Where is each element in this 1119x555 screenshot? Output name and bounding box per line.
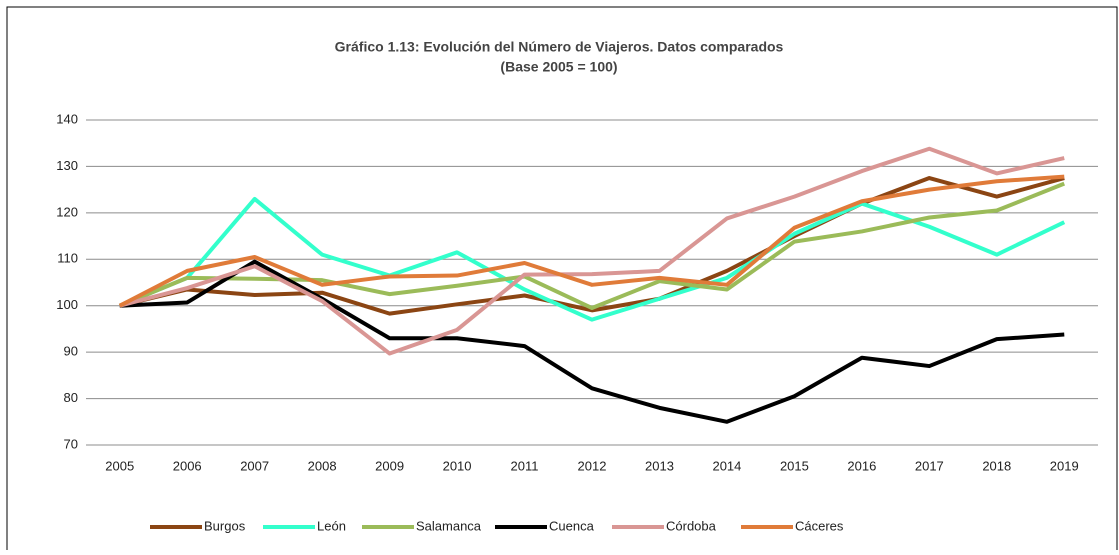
x-tick-label: 2010 <box>443 458 472 473</box>
legend-label: Cuenca <box>549 518 595 533</box>
y-tick-label: 100 <box>56 297 78 312</box>
x-tick-label: 2011 <box>511 458 539 473</box>
x-tick-label: 2006 <box>173 458 202 473</box>
y-tick-label: 130 <box>56 158 78 173</box>
y-tick-label: 80 <box>64 390 78 405</box>
series-line <box>119 146 1065 356</box>
y-tick-label: 90 <box>64 344 78 359</box>
x-tick-label: 2017 <box>915 458 944 473</box>
y-tick-label: 140 <box>56 111 78 126</box>
y-tick-label: 120 <box>56 204 78 219</box>
series-line <box>118 174 1065 308</box>
x-tick-label: 2019 <box>1050 458 1079 473</box>
legend-label: Cáceres <box>795 518 844 533</box>
x-tick-label: 2012 <box>578 458 607 473</box>
series-line <box>118 196 1066 322</box>
legend-label: León <box>317 518 346 533</box>
legend-label: Córdoba <box>666 518 717 533</box>
x-tick-label: 2007 <box>240 458 269 473</box>
x-tick-label: 2009 <box>375 458 404 473</box>
x-tick-label: 2016 <box>847 458 876 473</box>
x-tick-label: 2014 <box>712 458 741 473</box>
chart-subtitle: (Base 2005 = 100) <box>500 59 617 75</box>
x-tick-label: 2018 <box>982 458 1011 473</box>
legend-label: Salamanca <box>416 518 482 533</box>
x-tick-label: 2013 <box>645 458 674 473</box>
chart-title: Gráfico 1.13: Evolución del Número de Vi… <box>335 39 784 55</box>
legend-label: Burgos <box>204 518 246 533</box>
x-tick-label: 2008 <box>308 458 337 473</box>
x-tick-label: 2005 <box>105 458 134 473</box>
x-tick-label: 2015 <box>780 458 809 473</box>
y-tick-label: 110 <box>57 251 78 266</box>
series-line <box>119 176 1065 316</box>
series-line <box>119 259 1065 424</box>
y-tick-label: 70 <box>64 436 78 451</box>
